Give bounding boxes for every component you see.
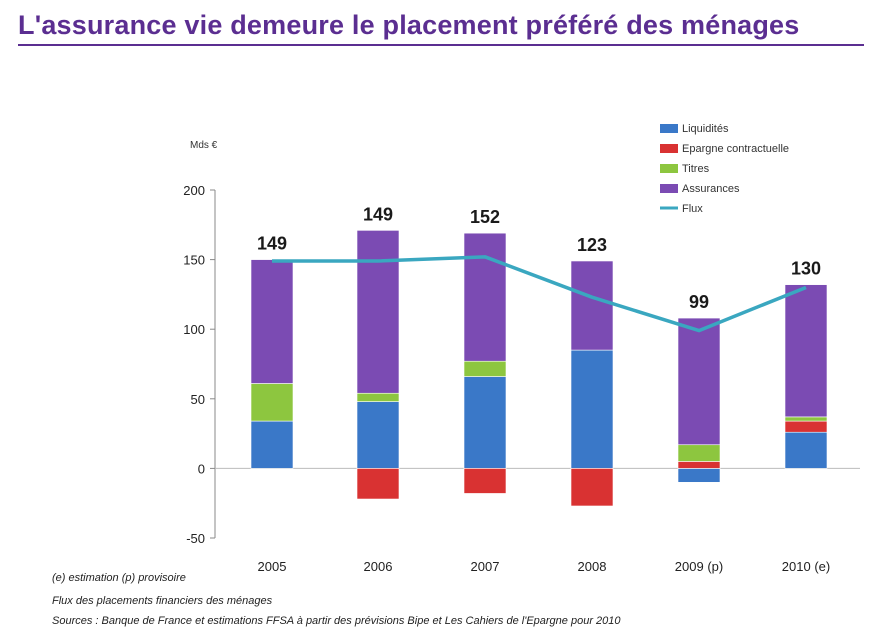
bar-segment bbox=[677, 468, 721, 483]
bar-segment bbox=[356, 230, 400, 394]
x-tick-label: 2009 (p) bbox=[675, 559, 723, 574]
y-tick-label: 100 bbox=[183, 322, 205, 337]
bar-segment bbox=[250, 383, 294, 422]
legend-swatch bbox=[660, 184, 678, 193]
bar-segment bbox=[356, 392, 400, 402]
data-label: 123 bbox=[577, 235, 607, 255]
flux-line bbox=[272, 255, 807, 333]
bar-segment bbox=[677, 444, 721, 462]
bar-segment bbox=[784, 284, 828, 418]
bar-segment bbox=[677, 317, 721, 446]
data-label: 152 bbox=[470, 207, 500, 227]
x-tick-label: 2007 bbox=[471, 559, 500, 574]
legend-label: Flux bbox=[682, 203, 703, 215]
bar-segment bbox=[463, 376, 507, 469]
y-tick-label: 0 bbox=[198, 461, 205, 476]
y-tick-label: -50 bbox=[186, 531, 205, 546]
bar-segment bbox=[463, 360, 507, 377]
page-title: L'assurance vie demeure le placement pré… bbox=[18, 10, 800, 40]
bar-segment bbox=[570, 260, 614, 351]
bar-segment bbox=[784, 431, 828, 469]
legend-swatch bbox=[660, 124, 678, 133]
data-label: 130 bbox=[791, 259, 821, 279]
data-label: 149 bbox=[363, 204, 393, 224]
y-tick-label: 50 bbox=[191, 392, 205, 407]
y-tick-label: 200 bbox=[183, 183, 205, 198]
y-tick-label: 150 bbox=[183, 253, 205, 268]
bar-segment bbox=[463, 468, 507, 494]
bar-segment bbox=[250, 259, 294, 384]
x-tick-label: 2005 bbox=[258, 559, 287, 574]
bar-segment bbox=[784, 420, 828, 433]
bar-segment bbox=[250, 420, 294, 469]
bar-segment bbox=[784, 416, 828, 422]
bar-segment bbox=[570, 468, 614, 507]
legend-label: Epargne contractuelle bbox=[682, 143, 789, 155]
legend-label: Assurances bbox=[682, 183, 740, 195]
data-label: 149 bbox=[257, 234, 287, 254]
x-tick-label: 2010 (e) bbox=[782, 559, 830, 574]
legend-label: Titres bbox=[682, 163, 710, 175]
bar-segment bbox=[356, 401, 400, 469]
legend-swatch bbox=[660, 144, 678, 153]
title-divider bbox=[18, 44, 864, 46]
estimation-note: (e) estimation (p) provisoire bbox=[52, 572, 186, 584]
flux-note: Flux des placements financiers des ménag… bbox=[52, 595, 273, 607]
data-label: 99 bbox=[689, 292, 709, 312]
sources-note: Sources : Banque de France et estimation… bbox=[52, 615, 621, 627]
legend-swatch bbox=[660, 164, 678, 173]
legend-label: Liquidités bbox=[682, 123, 729, 135]
bar-segment bbox=[463, 232, 507, 362]
x-tick-label: 2006 bbox=[364, 559, 393, 574]
x-tick-label: 2008 bbox=[578, 559, 607, 574]
unit-label: Mds € bbox=[190, 140, 218, 151]
bar-segment bbox=[570, 349, 614, 469]
bar-segment bbox=[356, 468, 400, 500]
bar-segment bbox=[677, 461, 721, 469]
